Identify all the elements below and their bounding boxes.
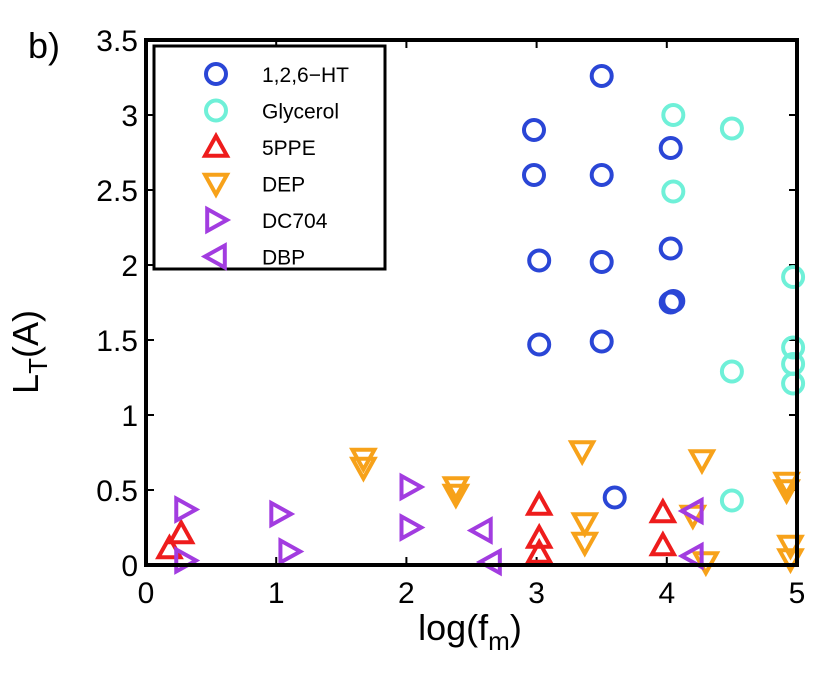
point-glycerol: [661, 179, 686, 204]
point-1-2-6-ht: [589, 329, 614, 354]
y-tick-label: 0.5: [96, 475, 138, 508]
legend-marker-dbp: [200, 242, 227, 271]
point-dep: [349, 456, 378, 483]
point-1-2-6-ht: [589, 250, 614, 274]
point-glycerol: [781, 265, 806, 289]
x-tick-label: 1: [268, 577, 285, 610]
legend-label-glycerol: Glycerol: [262, 101, 339, 124]
legend-label-dc704: DC704: [262, 210, 328, 233]
point-1-2-6-ht: [589, 64, 614, 88]
point-dbp: [475, 547, 502, 577]
point-dbp: [466, 516, 493, 545]
point-dc704: [174, 546, 201, 575]
x-axis-label-sub: m: [488, 626, 510, 656]
point-dep: [772, 471, 801, 498]
legend-label-dbp: DBP: [262, 247, 305, 270]
point-glycerol: [719, 359, 744, 384]
legend-marker-glycerol: [204, 98, 228, 123]
legend-label-1-2-6-ht: 1,2,6−HT: [262, 64, 349, 87]
legend-marker-dep: [201, 172, 231, 199]
point-dbp: [677, 496, 704, 526]
point-5ppe: [524, 489, 554, 516]
point-dc704: [278, 537, 305, 566]
point-5ppe: [648, 530, 678, 557]
legend: 1,2,6−HT Glycerol 5PPE DEP DC704 DBP: [152, 44, 387, 271]
point-dc704: [399, 472, 426, 502]
point-dep: [687, 449, 717, 476]
panel-label: b): [28, 25, 60, 66]
legend-label-5ppe: 5PPE: [262, 137, 316, 160]
y-axis-label-main: L: [5, 374, 46, 394]
y-axis-label: LT(A): [5, 310, 53, 394]
point-dc704: [399, 513, 426, 542]
point-1-2-6-ht: [661, 289, 686, 313]
point-1-2-6-ht: [658, 136, 683, 160]
x-tick-label: 4: [658, 577, 675, 610]
x-axis-label: log(fm): [418, 607, 522, 656]
point-5ppe: [166, 518, 196, 545]
point-5ppe: [524, 522, 554, 549]
x-axis-label-close: ): [510, 607, 522, 648]
x-tick-label: 0: [138, 577, 155, 610]
y-tick-label: 0: [121, 550, 138, 583]
point-glycerol: [661, 103, 686, 127]
legend-box: [152, 44, 387, 271]
point-dep: [772, 479, 801, 506]
point-1-2-6-ht: [602, 485, 627, 510]
point-dc704: [174, 495, 201, 524]
y-tick-label: 3: [121, 100, 138, 133]
x-tick-label: 5: [789, 577, 806, 610]
point-dep: [441, 483, 471, 510]
point-dbp: [677, 541, 704, 571]
y-axis-label-sub: T: [23, 358, 53, 374]
point-5ppe: [648, 497, 678, 524]
y-tick-label: 1: [121, 400, 138, 433]
x-tick-label: 2: [398, 577, 415, 610]
point-dep: [570, 531, 600, 558]
x-axis-label-main: log(f: [418, 607, 489, 648]
y-tick-label: 1.5: [96, 325, 138, 358]
y-tick-label: 2: [121, 250, 138, 283]
point-1-2-6-ht: [527, 332, 552, 357]
y-axis-label-rest: (A): [5, 310, 46, 358]
legend-marker-5ppe: [201, 131, 231, 158]
point-1-2-6-ht: [658, 236, 683, 261]
point-glycerol: [719, 116, 744, 141]
y-tick-label: 3.5: [96, 25, 138, 58]
legend-marker-dc704: [205, 205, 232, 235]
point-dep: [441, 476, 471, 503]
legend-marker-1-2-6-ht: [204, 62, 228, 86]
y-tick-label: 2.5: [96, 175, 138, 208]
point-1-2-6-ht: [521, 118, 546, 142]
point-glycerol: [719, 488, 744, 513]
point-1-2-6-ht: [527, 248, 552, 273]
plot-frame: [144, 38, 799, 567]
legend-label-dep: DEP: [262, 174, 305, 197]
point-dep: [567, 440, 597, 467]
point-glycerol: [781, 371, 806, 396]
point-5ppe: [524, 537, 554, 564]
point-1-2-6-ht: [589, 163, 614, 187]
point-glycerol: [781, 335, 806, 360]
point-dep: [570, 512, 600, 539]
point-dc704: [269, 499, 296, 529]
x-tick-label: 3: [528, 577, 545, 610]
point-1-2-6-ht: [521, 163, 546, 187]
data-markers: [155, 64, 806, 578]
